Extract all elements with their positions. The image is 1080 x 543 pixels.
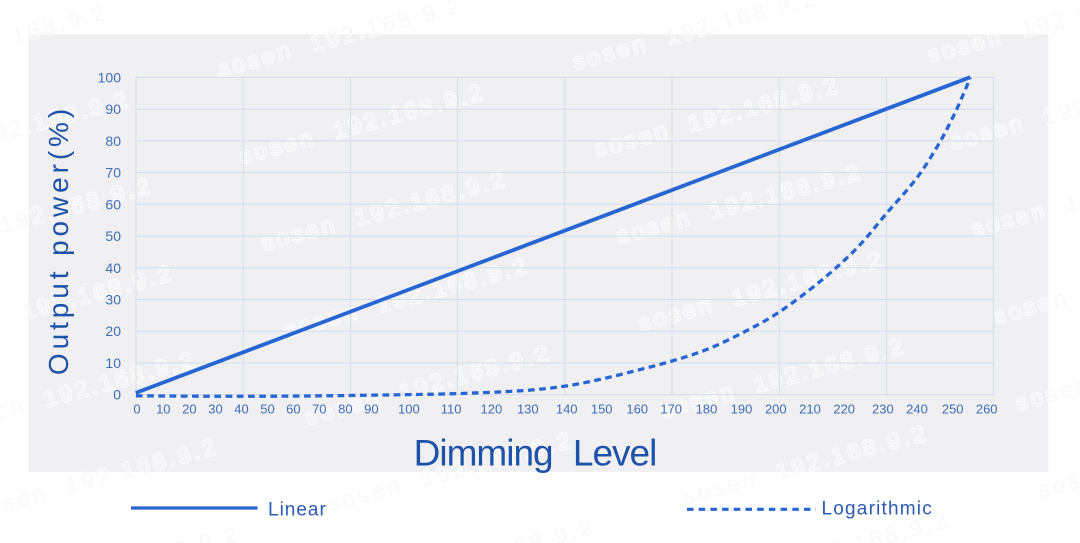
svg-text:170: 170 — [660, 402, 682, 417]
svg-text:180: 180 — [696, 402, 718, 417]
svg-text:220: 220 — [833, 402, 855, 417]
svg-text:140: 140 — [556, 402, 578, 417]
svg-text:200: 200 — [765, 402, 787, 417]
svg-text:20: 20 — [105, 323, 121, 339]
svg-text:50: 50 — [260, 402, 274, 417]
svg-text:10: 10 — [156, 402, 170, 417]
svg-text:190: 190 — [731, 402, 753, 417]
svg-text:70: 70 — [312, 402, 326, 417]
svg-text:130: 130 — [517, 402, 539, 417]
svg-text:60: 60 — [105, 196, 121, 212]
svg-text:80: 80 — [105, 133, 121, 149]
svg-text:80: 80 — [338, 402, 352, 417]
svg-text:60: 60 — [286, 402, 300, 417]
svg-text:90: 90 — [364, 402, 378, 417]
svg-text:90: 90 — [105, 101, 121, 117]
svg-text:110: 110 — [441, 402, 462, 417]
svg-text:70: 70 — [105, 165, 121, 181]
svg-text:Output power(%): Output power(%) — [43, 105, 74, 375]
svg-text:Logarithmic: Logarithmic — [822, 499, 933, 520]
svg-text:0: 0 — [133, 402, 140, 417]
svg-text:120: 120 — [481, 402, 503, 417]
svg-text:10: 10 — [105, 355, 121, 371]
svg-text:260: 260 — [976, 402, 998, 417]
svg-text:Linear: Linear — [268, 500, 327, 521]
svg-text:50: 50 — [105, 228, 121, 244]
svg-text:250: 250 — [942, 402, 964, 417]
svg-text:160: 160 — [626, 402, 648, 417]
svg-text:Dimming Level: Dimming Level — [414, 433, 657, 474]
svg-text:150: 150 — [591, 402, 613, 417]
svg-text:230: 230 — [872, 402, 894, 417]
svg-text:240: 240 — [906, 402, 928, 417]
svg-text:210: 210 — [799, 402, 821, 417]
svg-text:30: 30 — [208, 402, 222, 417]
svg-text:40: 40 — [234, 402, 248, 417]
svg-text:40: 40 — [105, 260, 121, 276]
svg-text:100: 100 — [98, 69, 122, 85]
svg-text:20: 20 — [182, 402, 196, 417]
svg-text:100: 100 — [398, 402, 420, 417]
svg-text:0: 0 — [113, 387, 121, 403]
svg-text:30: 30 — [105, 292, 121, 308]
